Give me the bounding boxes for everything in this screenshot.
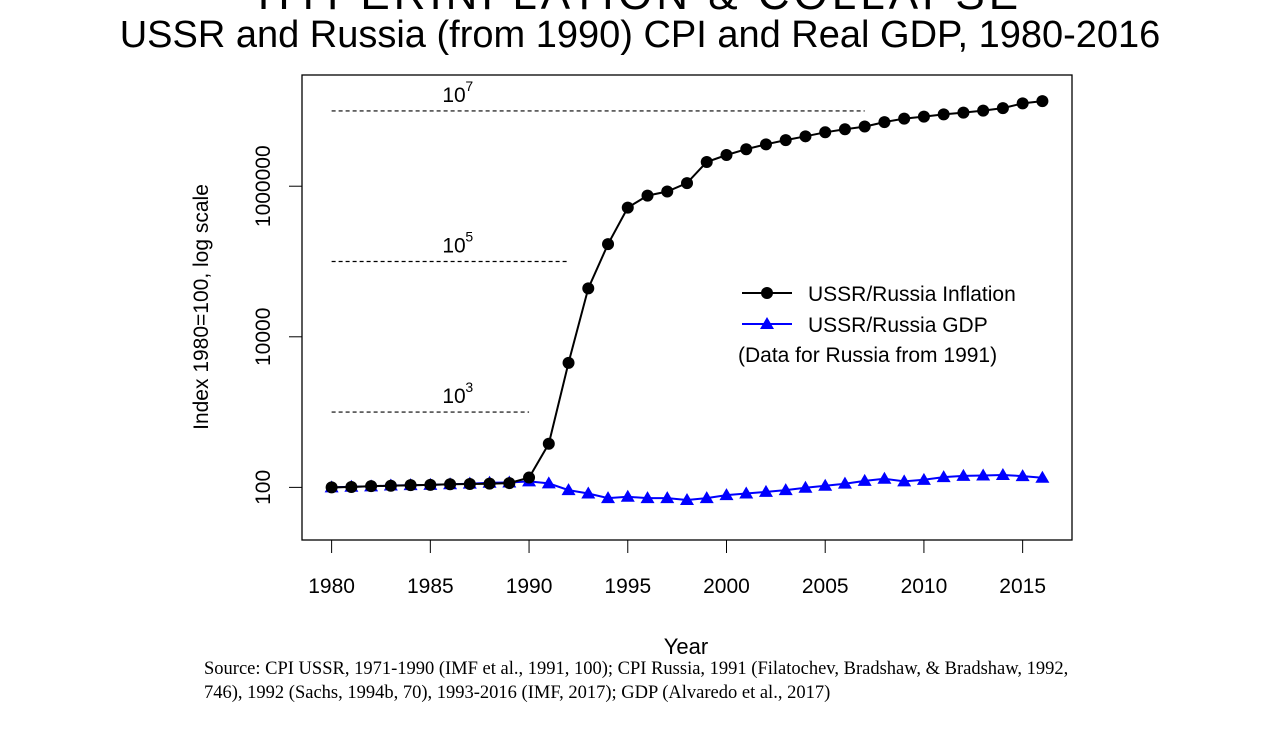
data-point [642,190,654,202]
chart: 107105103 1980 1985 1990 1995 2000 2005 2010 20… [0,0,1280,742]
x-tick-label: 2000 [703,575,750,598]
x-tick-label: 1995 [604,575,651,598]
reference-label: 10 [442,235,465,258]
legend-label-inflation: USSR/Russia Inflation [808,283,1016,306]
data-point [701,156,713,168]
x-tick-label: 2015 [999,575,1046,598]
data-point [819,126,831,138]
data-point [877,472,891,484]
x-tick-label: 2010 [901,575,948,598]
data-point [997,102,1009,114]
data-point [878,116,890,128]
data-point [444,478,456,490]
x-tick-label: 1980 [308,575,355,598]
data-point [996,468,1010,480]
x-tick-label: 2005 [802,575,849,598]
data-point [405,479,417,491]
data-point [602,238,614,250]
y-tick-label: 10000 [252,308,275,366]
data-point [898,113,910,125]
legend-marker-inflation [761,287,773,299]
data-point [621,490,635,502]
data-point [681,177,693,189]
reference-label: 10 [442,84,465,107]
reference-label: 10 [442,385,465,408]
x-axis-label: Year [664,634,708,659]
data-point [365,480,377,492]
legend-label-gdp: USSR/Russia GDP [808,314,988,337]
data-point [582,282,594,294]
data-point [622,202,634,214]
data-point [740,143,752,155]
data-point [563,357,575,369]
data-point [1017,97,1029,109]
data-point [760,138,772,150]
data-point [543,438,555,450]
data-point [918,111,930,123]
data-point [523,472,535,484]
data-point [799,130,811,142]
data-point [424,479,436,491]
data-point [661,186,673,198]
x-tick-label: 1985 [407,575,454,598]
y-axis-label: Index 1980=100, log scale [190,184,213,430]
reference-label-exponent: 5 [465,229,473,245]
legend-note: (Data for Russia from 1991) [738,344,997,367]
axes: 1980 1985 1990 1995 2000 2005 2010 2015 100 10000… [252,145,1046,598]
data-point [345,481,357,493]
data-point [957,107,969,119]
data-point [326,481,338,493]
data-point [859,121,871,133]
data-point [503,477,515,489]
x-tick-label: 1990 [506,575,553,598]
data-point [977,105,989,117]
reference-label-exponent: 3 [465,379,473,395]
data-point [720,149,732,161]
y-tick-label: 100 [252,470,275,505]
data-point [1036,95,1048,107]
reference-label-exponent: 7 [465,78,473,94]
source-note: Source: CPI USSR, 1971-1990 (IMF et al.,… [204,657,1084,705]
data-point [385,480,397,492]
data-point [484,478,496,490]
data-point [938,108,950,120]
data-point [464,478,476,490]
legend: USSR/Russia Inflation USSR/Russia GDP (D… [738,283,1016,367]
y-tick-label: 1000000 [252,145,275,227]
data-point [839,123,851,135]
plot-frame [302,75,1072,540]
data-point [780,134,792,146]
